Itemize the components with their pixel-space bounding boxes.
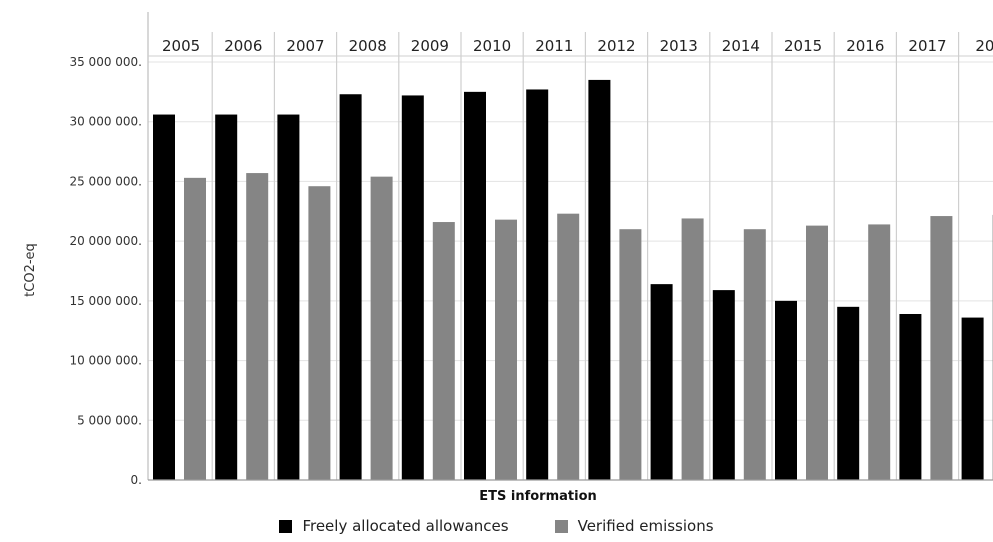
bars (153, 79, 993, 481)
x-tick-label: 2008 (349, 37, 387, 55)
legend-label-emissions: Verified emissions (577, 517, 714, 535)
x-tick-label: 2012 (597, 37, 635, 55)
legend-item-emissions: Verified emissions (554, 517, 714, 535)
bar-chart: 0. 5 000 000. 10 000 000. 15 000 000. 20 000… (23, 12, 993, 504)
x-tick-label: 2017 (908, 37, 946, 55)
x-tick-label: 2016 (846, 37, 884, 55)
bar-emissions (432, 222, 455, 480)
bar-allowances (961, 317, 984, 480)
x-tick-label: 2011 (535, 37, 573, 55)
x-tick-label: 2006 (224, 37, 262, 55)
x-axis-label: ETS information (479, 489, 597, 504)
legend-label-allowances: Freely allocated allowances (302, 517, 509, 535)
bar-allowances (588, 79, 611, 481)
y-tick-label: 20 000 000. (69, 234, 142, 248)
bar-emissions (557, 213, 580, 480)
bar-emissions (806, 225, 828, 480)
axes (147, 12, 993, 481)
y-tick-label: 30 000 000. (69, 115, 142, 129)
bar-emissions (868, 224, 891, 480)
y-tick-label: 5 000 000. (77, 413, 142, 427)
bar-emissions (308, 186, 331, 480)
x-tick-label: 2005 (162, 37, 200, 55)
y-tick-label: 25 000 000. (69, 174, 142, 188)
bar-emissions (619, 229, 642, 480)
bar-allowances (215, 114, 238, 480)
bar-emissions (370, 176, 393, 480)
x-tick-label: 2010 (473, 37, 511, 55)
bar-allowances (775, 300, 797, 480)
bar-allowances (401, 95, 424, 480)
x-tick-label: 2015 (784, 37, 822, 55)
x-tick-label: 2014 (722, 37, 760, 55)
y-axis-label: tCO2-eq (23, 243, 38, 297)
bar-emissions (681, 218, 704, 481)
legend-swatch-emissions (554, 519, 568, 533)
bar-allowances (464, 91, 486, 480)
bar-allowances (712, 290, 735, 480)
x-tick-label: 2009 (411, 37, 449, 55)
bar-allowances (650, 284, 673, 480)
y-tick-label: 35 000 000. (69, 55, 142, 69)
bar-allowances (339, 94, 362, 480)
bar-emissions (743, 229, 766, 480)
y-axis-ticks: 0. 5 000 000. 10 000 000. 15 000 000. 20 000… (69, 55, 142, 487)
bar-emissions (246, 173, 269, 480)
bar-allowances (153, 114, 175, 480)
legend-swatch-allowances (279, 519, 293, 533)
x-tick-label: 2013 (660, 37, 698, 55)
y-tick-label: 15 000 000. (69, 294, 142, 308)
y-tick-label: 10 000 000. (69, 354, 142, 368)
bar-allowances (277, 114, 300, 480)
bar-emissions (495, 219, 517, 480)
legend: Freely allocated allowances Verified emi… (0, 517, 993, 535)
x-tick-label: 2007 (286, 37, 324, 55)
bar-allowances (526, 89, 549, 481)
bar-emissions (930, 216, 953, 480)
bar-emissions (184, 177, 206, 481)
bar-allowances (899, 313, 922, 480)
x-tick-label: 201 (975, 37, 993, 55)
legend-item-allowances: Freely allocated allowances (279, 517, 509, 535)
y-tick-label: 0. (131, 473, 142, 487)
bar-allowances (837, 306, 860, 480)
year-columns: 2005 2006 2007 2008 2009 2010 2011 2012 2013 2014… (162, 32, 993, 480)
